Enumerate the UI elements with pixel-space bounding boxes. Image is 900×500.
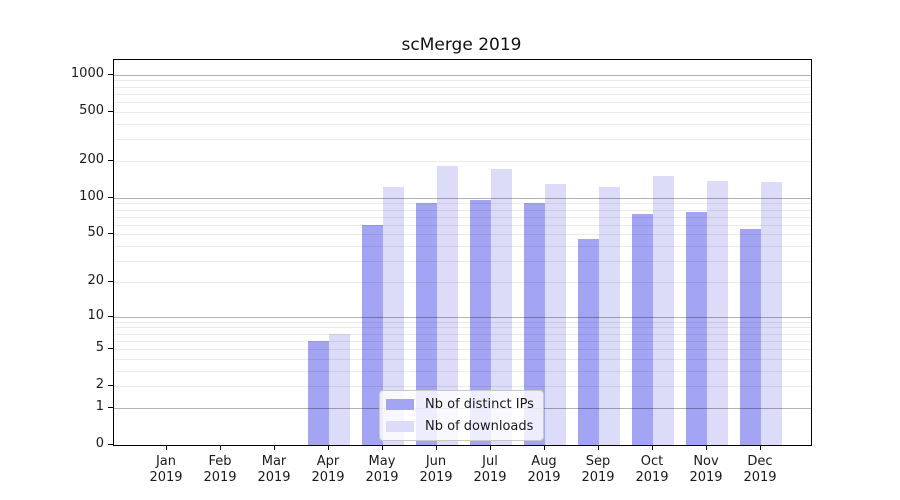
bar-nb-of-distinct-ips-may-2019 — [362, 224, 383, 445]
bar-nb-of-downloads-oct-2019 — [653, 175, 674, 445]
bar-nb-of-distinct-ips-oct-2019 — [632, 213, 653, 445]
bar-nb-of-distinct-ips-sep-2019 — [578, 238, 599, 445]
y-tick-mark — [108, 110, 113, 112]
x-tick-mark — [652, 445, 653, 450]
x-tick-label-oct-2019: Oct 2019 — [635, 454, 669, 485]
bar-nb-of-downloads-aug-2019 — [545, 183, 566, 445]
y-tick-mark — [108, 280, 113, 282]
x-tick-mark — [328, 445, 329, 450]
x-tick-label-apr-2019: Apr 2019 — [311, 454, 345, 485]
y-tick-label: 100 — [79, 188, 104, 204]
legend-label-downloads: Nb of downloads — [425, 418, 534, 434]
bars-layer — [114, 60, 811, 445]
y-tick-label: 200 — [79, 151, 104, 167]
y-tick-mark — [108, 73, 113, 75]
chart-title: scMerge 2019 — [401, 35, 522, 55]
legend-swatch-distinct-ips — [386, 398, 414, 410]
y-tick-label: 2 — [95, 377, 104, 393]
y-tick-label: 1000 — [70, 65, 104, 81]
y-tick-mark — [108, 196, 113, 198]
y-tick-mark — [108, 385, 113, 387]
x-tick-mark — [760, 445, 761, 450]
x-tick-label-dec-2019: Dec 2019 — [743, 454, 777, 485]
x-tick-label-jan-2019: Jan 2019 — [149, 454, 183, 485]
y-tick-label: 20 — [87, 272, 104, 288]
x-tick-mark — [436, 445, 437, 450]
legend-item-distinct-ips: Nb of distinct IPs — [386, 396, 534, 412]
y-tick-label: 1 — [95, 398, 104, 414]
y-tick-mark — [108, 406, 113, 408]
y-tick-mark — [108, 348, 113, 349]
bar-nb-of-downloads-nov-2019 — [707, 180, 728, 445]
bar-nb-of-downloads-may-2019 — [383, 187, 404, 445]
legend: Nb of distinct IPs Nb of downloads — [379, 390, 544, 441]
bar-nb-of-downloads-apr-2019 — [329, 333, 350, 445]
bar-nb-of-downloads-jul-2019 — [491, 169, 512, 445]
x-tick-mark — [274, 445, 275, 450]
x-tick-mark — [544, 445, 545, 450]
plot-area — [113, 59, 812, 446]
y-tick-label: 50 — [87, 225, 104, 241]
x-tick-label-aug-2019: Aug 2019 — [527, 454, 561, 485]
bar-nb-of-distinct-ips-jul-2019 — [470, 199, 491, 445]
x-tick-mark — [382, 445, 383, 450]
x-tick-label-feb-2019: Feb 2019 — [203, 454, 237, 485]
legend-label-distinct-ips: Nb of distinct IPs — [425, 396, 534, 412]
bar-nb-of-downloads-sep-2019 — [599, 186, 620, 445]
x-tick-mark — [220, 445, 221, 450]
legend-swatch-downloads — [386, 420, 414, 432]
bar-nb-of-distinct-ips-aug-2019 — [524, 203, 545, 445]
x-tick-label-nov-2019: Nov 2019 — [689, 454, 723, 485]
y-tick-label: 5 — [95, 340, 104, 355]
y-tick-mark — [108, 233, 113, 235]
bar-nb-of-distinct-ips-nov-2019 — [686, 212, 707, 445]
x-tick-mark — [598, 445, 599, 450]
x-tick-label-jun-2019: Jun 2019 — [419, 454, 453, 485]
y-tick-label: 0 — [95, 436, 104, 451]
bar-nb-of-distinct-ips-dec-2019 — [740, 229, 761, 445]
x-tick-label-may-2019: May 2019 — [365, 454, 399, 485]
bar-nb-of-distinct-ips-apr-2019 — [308, 340, 329, 445]
x-tick-label-sep-2019: Sep 2019 — [581, 454, 615, 485]
y-tick-mark — [108, 159, 113, 161]
y-tick-label: 500 — [79, 102, 104, 118]
bar-nb-of-downloads-dec-2019 — [761, 182, 782, 445]
x-tick-mark — [166, 445, 167, 450]
bar-nb-of-downloads-jun-2019 — [437, 165, 458, 445]
x-tick-label-jul-2019: Jul 2019 — [473, 454, 507, 485]
x-tick-mark — [706, 445, 707, 450]
bar-nb-of-distinct-ips-jun-2019 — [416, 202, 437, 445]
x-tick-mark — [490, 445, 491, 450]
y-tick-mark — [108, 444, 113, 445]
x-tick-label-mar-2019: Mar 2019 — [257, 454, 291, 485]
y-tick-mark — [108, 315, 113, 317]
legend-item-downloads: Nb of downloads — [386, 418, 534, 434]
y-tick-label: 10 — [87, 307, 104, 323]
